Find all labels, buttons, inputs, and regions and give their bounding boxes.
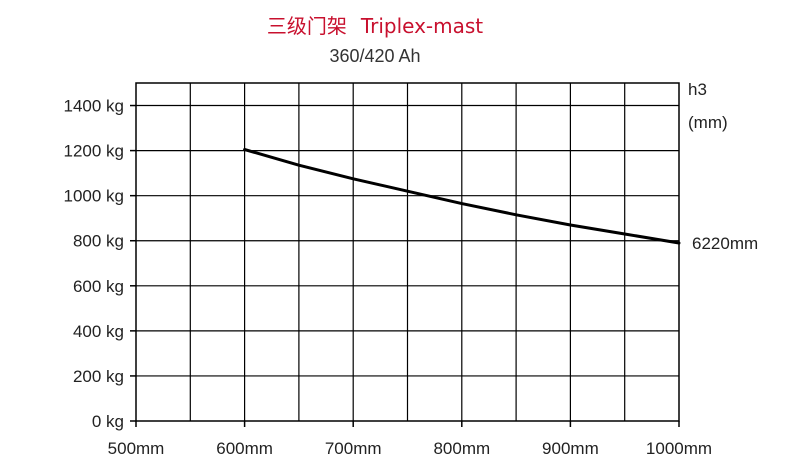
y-tick-label: 1200 kg — [64, 142, 125, 161]
y-tick-label: 200 kg — [73, 367, 124, 386]
right-axis-label-line2: (mm) — [688, 113, 728, 132]
y-tick-label: 0 kg — [92, 412, 124, 431]
chart-title-cn: 三级门架 — [266, 14, 347, 38]
y-tick-label: 400 kg — [73, 322, 124, 341]
x-tick-label: 1000mm — [646, 439, 712, 458]
y-tick-label: 1400 kg — [64, 97, 125, 116]
x-tick-label: 500mm — [108, 439, 165, 458]
x-tick-label: 700mm — [325, 439, 382, 458]
chart-title-en: Triplex-mast — [360, 14, 484, 38]
y-tick-label: 600 kg — [73, 277, 124, 296]
chart-title: 三级门架 Triplex-mast — [0, 10, 750, 39]
x-tick-label: 600mm — [216, 439, 273, 458]
series-label: 6220mm — [692, 234, 758, 253]
right-axis-label-line1: h3 — [688, 80, 707, 99]
y-tick-label: 1000 kg — [64, 187, 125, 206]
x-tick-label: 900mm — [542, 439, 599, 458]
series-line — [243, 148, 681, 245]
y-tick-label: 800 kg — [73, 232, 124, 251]
chart-subtitle: 360/420 Ah — [329, 46, 421, 66]
x-tick-label: 800mm — [433, 439, 490, 458]
